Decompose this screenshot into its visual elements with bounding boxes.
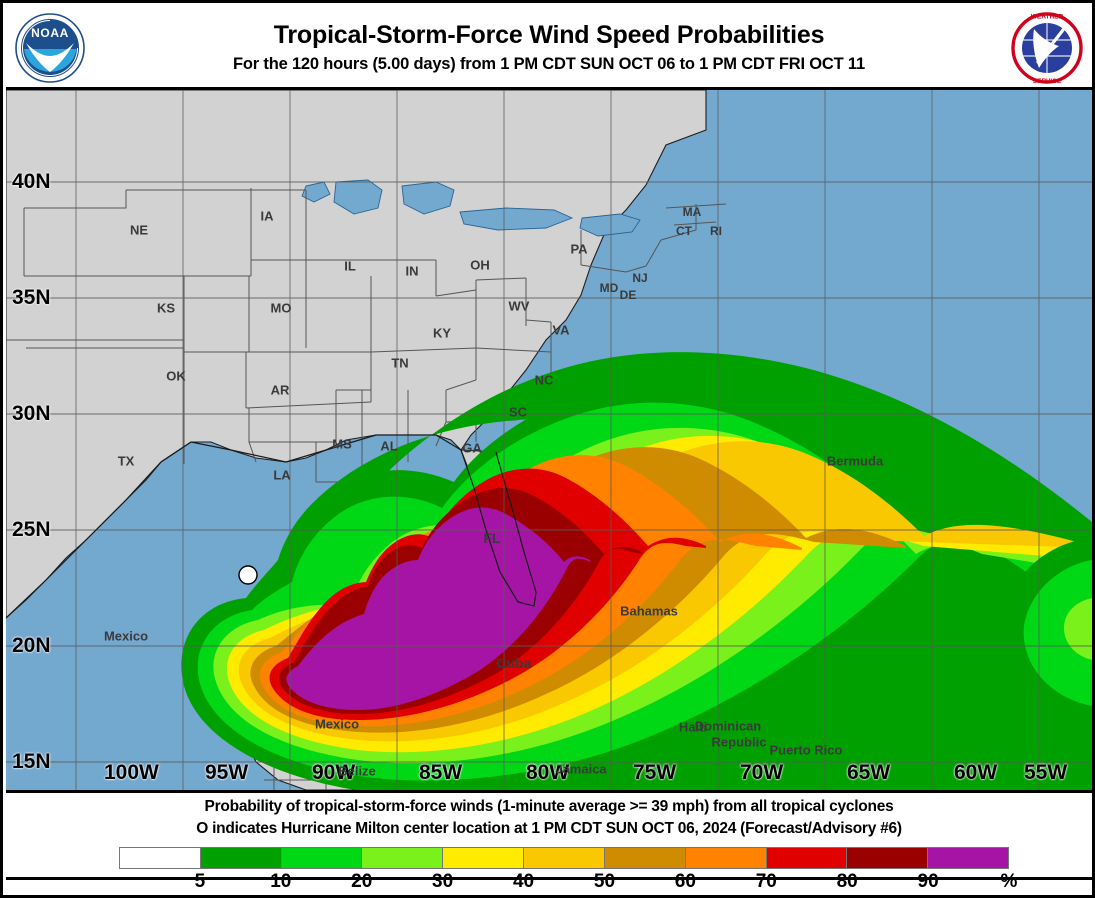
colorbar-tick-50: 50 [593, 871, 616, 893]
footer-divider [6, 877, 1092, 880]
colorbar-swatch-30-40[interactable] [442, 848, 524, 869]
contour-90 [286, 507, 590, 710]
colorbar-swatch-over-90[interactable] [927, 848, 1008, 869]
page-subtitle: For the 120 hours (5.00 days) from 1 PM … [233, 54, 865, 73]
colorbar-tick-90: 90 [917, 871, 939, 893]
colorbar-swatch-10-20[interactable] [280, 848, 362, 869]
storm-center-marker[interactable] [238, 565, 258, 585]
svg-text:SERVICE: SERVICE [1033, 78, 1062, 85]
colorbar-tick-20: 20 [351, 871, 373, 893]
colorbar-swatch-20-30[interactable] [361, 848, 443, 869]
colorbar-tick-labels: 5 10 20 30 40 50 60 70 80 90% [119, 871, 1018, 895]
colorbar-tick-70: 70 [755, 871, 777, 893]
noaa-logo: NOAA [12, 10, 88, 86]
colorbar-swatch-5-10[interactable] [199, 848, 281, 869]
header-bar: NOAA Tropical-Storm-Force Wind Speed Pro… [6, 6, 1092, 90]
colorbar-swatch-under-5[interactable] [120, 848, 200, 869]
title-block: Tropical-Storm-Force Wind Speed Probabil… [101, 6, 997, 90]
probability-contours [181, 352, 1092, 790]
nws-logo: WEATHER SERVICE [1008, 10, 1086, 86]
colorbar-swatch-40-50[interactable] [523, 848, 604, 869]
probability-map[interactable] [6, 90, 1092, 790]
colorbar-tick-80: 80 [836, 871, 858, 893]
great-lakes [301, 179, 641, 237]
colorbar-tick-60: 60 [674, 871, 696, 893]
page-title: Tropical-Storm-Force Wind Speed Probabil… [273, 21, 825, 50]
colorbar-swatch-80-90[interactable] [846, 848, 928, 869]
secondary-probability-lobe [1001, 538, 1092, 724]
colorbar-tick-40: 40 [512, 871, 535, 893]
colorbar-tick-30: 30 [432, 871, 454, 893]
probability-colorbar[interactable] [119, 847, 1009, 870]
graticule [6, 90, 1092, 790]
footer-description-line1: Probability of tropical-storm-force wind… [204, 798, 894, 815]
colorbar-swatch-50-60[interactable] [603, 848, 685, 869]
colorbar-tick-5: 5 [194, 871, 206, 893]
map-panel[interactable]: 40N 35N 30N 25N 20N 15N 100W 95W 90W 85W… [6, 90, 1092, 793]
coastlines [6, 434, 537, 619]
colorbar-area: 5 10 20 30 40 50 60 70 80 90% [6, 847, 1092, 895]
svg-text:WEATHER: WEATHER [1031, 14, 1064, 21]
colorbar-swatch-60-70[interactable] [684, 848, 766, 869]
footer-description-line2: O indicates Hurricane Milton center loca… [196, 819, 902, 837]
colorbar-swatch-70-80[interactable] [765, 848, 847, 869]
colorbar-tick-10: 10 [270, 871, 292, 893]
svg-text:NOAA: NOAA [31, 26, 69, 40]
contour-5-upper [306, 352, 1092, 690]
colorbar-unit-label: % [1000, 871, 1018, 893]
